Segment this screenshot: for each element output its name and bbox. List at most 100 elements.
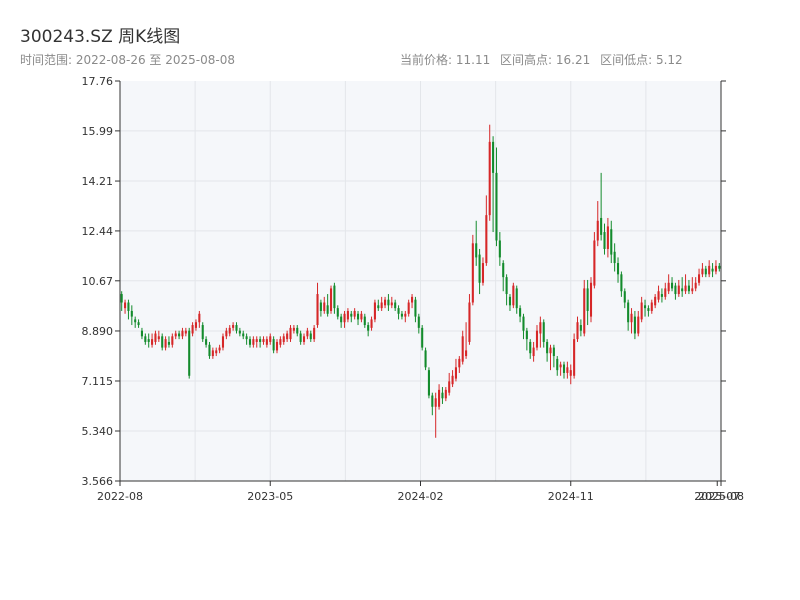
candle-body [363,316,366,326]
y-tick-label: 15.99 [82,125,114,138]
candle-body [309,333,312,340]
stats-bar: 当前价格: 11.11 区间高点: 16.21 区间低点: 5.12 [400,51,689,68]
candle-body [140,330,143,337]
candle-body [194,322,198,328]
candle-body [606,226,609,249]
candle-body [492,141,495,173]
candle-body [370,319,373,328]
candle-body [238,330,241,334]
candle-body [465,350,468,357]
candle-body [576,322,579,340]
candle-body [458,358,461,368]
candle-body [157,336,160,340]
candle-body [718,265,721,269]
candle-body [360,313,363,320]
candle-body [508,296,512,306]
candle-body [228,327,231,334]
candle-body [127,302,130,311]
candle-body [184,330,187,334]
candle-body [498,240,501,258]
y-tick-label: 5.340 [82,425,114,438]
candle-body [562,364,566,373]
y-tick-label: 7.115 [82,375,114,388]
candle-body [519,308,522,317]
candle-body [438,389,441,407]
candle-body [468,302,471,342]
candle-body [708,265,711,275]
candle-body [488,141,491,216]
candle-body [512,285,515,306]
date-range-label: 时间范围: 2022-08-26 至 2025-08-08 [20,53,235,67]
candle-body [569,370,572,376]
y-tick-label: 12.44 [82,225,114,238]
candle-body [603,232,606,249]
candle-body [431,395,434,407]
candle-body [711,268,714,272]
y-tick-label: 14.21 [82,175,114,188]
candle-body [704,268,707,275]
candle-body [380,302,383,309]
candle-body [144,336,147,342]
candle-body [154,333,157,342]
candle-body [610,229,613,255]
candle-body [367,325,370,331]
candle-body [400,313,403,317]
x-tick-label: 2022-08 [97,490,143,503]
candle-body [485,215,488,264]
candle-body [124,302,127,309]
candle-body [299,333,302,342]
candle-body [245,336,248,340]
candle-body [694,282,697,289]
candle-body [542,322,545,342]
candle-body [448,381,451,393]
candle-body [350,313,353,317]
x-tick-label: 2024-11 [548,490,594,503]
candle-body [178,333,181,337]
x-tick-label: 2023-05 [247,490,293,503]
candle-body [502,263,505,278]
candle-body [373,302,376,320]
candle-body [191,325,194,334]
candle-body [714,265,717,272]
candle-body [215,350,218,354]
candle-body [384,299,387,306]
candle-body [441,392,444,399]
candle-body [201,325,204,340]
candle-body [218,347,221,351]
candle-body [275,341,279,351]
candle-body [329,288,333,311]
candle-body [529,341,532,354]
candle-body [225,330,228,337]
candle-body [421,327,424,348]
candle-body [208,344,211,357]
candle-body [262,339,265,342]
candle-body [404,313,407,317]
candle-body [411,296,414,303]
candle-body [174,333,177,337]
candle-body [353,310,356,317]
candle-body [495,172,498,241]
candle-body [684,285,687,292]
candle-body [147,339,150,342]
candle-body [623,291,626,303]
candle-body [600,217,603,235]
candle-body [221,336,225,348]
candle-body [306,330,309,337]
candle-body [475,243,478,258]
candle-body [657,291,660,300]
candle-body [356,313,360,320]
candle-body [167,341,171,345]
candle-body [232,325,235,328]
candle-body [248,339,252,345]
candle-body [316,294,319,326]
candle-body [397,308,400,314]
grid-lines [120,81,721,481]
candle-body [660,294,663,297]
candle-body [205,339,208,345]
candle-body [394,302,397,309]
candle-body [343,313,346,323]
candle-body [667,282,670,292]
candle-body [583,288,586,334]
candle-body [346,310,349,320]
candle-body [151,339,154,345]
